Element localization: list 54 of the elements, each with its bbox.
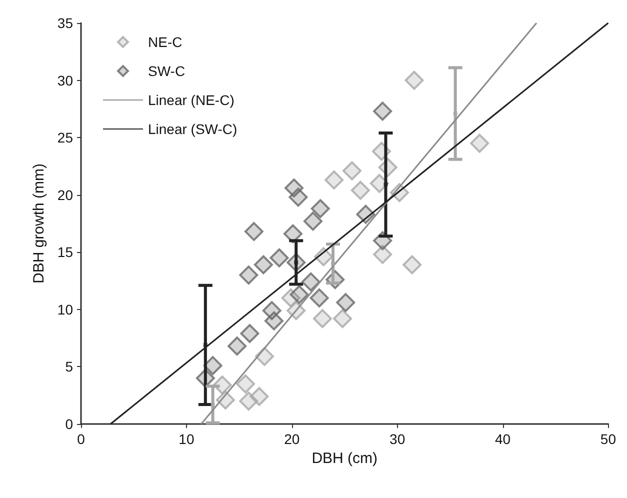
point bbox=[303, 212, 322, 231]
y-tick-label: 35 bbox=[57, 15, 74, 31]
point bbox=[373, 244, 392, 264]
point bbox=[254, 255, 273, 274]
x-tick-label: 30 bbox=[390, 431, 406, 447]
point bbox=[294, 260, 298, 264]
point bbox=[210, 402, 215, 407]
point bbox=[453, 112, 458, 116]
x-tick-label: 40 bbox=[494, 431, 511, 447]
x-axis-title: DBH (cm) bbox=[312, 450, 378, 467]
point bbox=[373, 102, 392, 121]
y-tick-label: 20 bbox=[57, 186, 74, 203]
point bbox=[239, 266, 258, 285]
legend-label: SW-C bbox=[148, 63, 186, 79]
y-tick-label: 15 bbox=[57, 244, 74, 260]
point bbox=[336, 293, 356, 312]
point bbox=[324, 170, 344, 190]
point bbox=[244, 222, 264, 242]
point bbox=[228, 336, 247, 356]
point bbox=[470, 134, 490, 153]
point bbox=[290, 285, 309, 304]
point bbox=[384, 182, 388, 187]
point bbox=[288, 188, 308, 207]
point bbox=[250, 387, 269, 406]
point bbox=[270, 248, 289, 268]
point bbox=[404, 70, 424, 90]
legend-label: Linear (SW-C) bbox=[148, 121, 238, 137]
point bbox=[342, 161, 362, 180]
y-axis-title: DBH growth (mm) bbox=[30, 163, 48, 284]
point bbox=[333, 309, 352, 328]
x-tick-label: 10 bbox=[178, 431, 194, 447]
point bbox=[402, 255, 422, 274]
x-tick-label: 50 bbox=[600, 431, 616, 447]
y-tick-label: 10 bbox=[57, 301, 74, 318]
y-tick-label: 30 bbox=[57, 72, 74, 88]
point bbox=[264, 311, 284, 330]
point bbox=[312, 309, 332, 328]
y-tick-label: 0 bbox=[65, 416, 74, 432]
point bbox=[301, 272, 320, 292]
point bbox=[310, 199, 330, 218]
x-tick-label: 20 bbox=[284, 431, 300, 447]
point bbox=[203, 356, 222, 376]
legend-label: Linear (NE-C) bbox=[148, 92, 234, 108]
x-tick-label: 0 bbox=[77, 431, 86, 447]
legend-label: NE-C bbox=[148, 34, 182, 50]
point bbox=[310, 288, 329, 308]
point bbox=[331, 262, 336, 266]
y-tick-label: 5 bbox=[65, 358, 74, 375]
point bbox=[350, 180, 370, 200]
point bbox=[203, 342, 208, 347]
point bbox=[283, 224, 302, 244]
y-tick-label: 25 bbox=[57, 130, 74, 146]
point bbox=[236, 374, 255, 394]
point bbox=[240, 324, 260, 343]
